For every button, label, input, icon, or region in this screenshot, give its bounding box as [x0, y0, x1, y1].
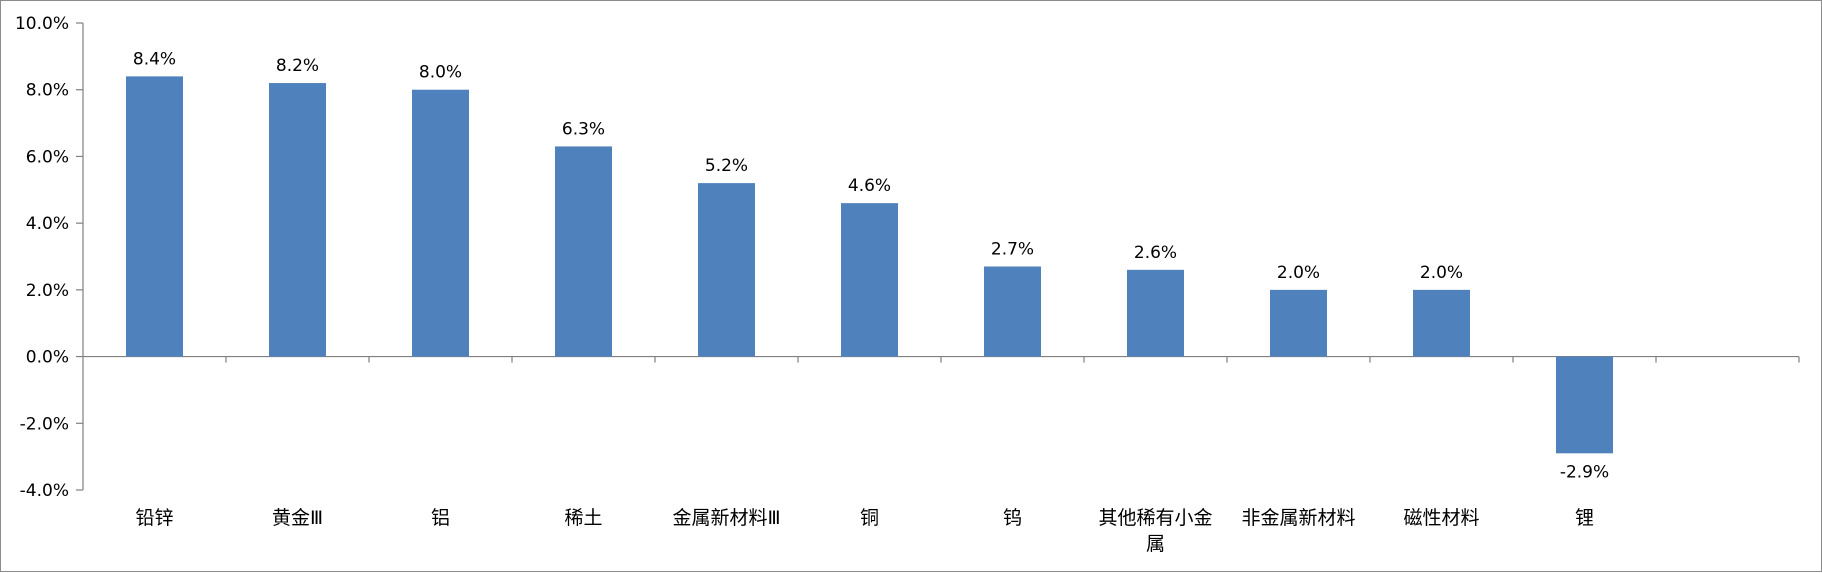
x-category-label-line: 钨: [1003, 507, 1022, 529]
x-category-label: 金属新材料Ⅲ: [672, 507, 780, 529]
data-label: 2.0%: [1420, 263, 1463, 283]
y-tick-label: 6.0%: [26, 147, 69, 167]
bar: [698, 183, 755, 357]
x-category-label-line: 铜: [860, 507, 879, 529]
bar: [555, 146, 612, 357]
labels-group: 8.4% 铅锌 8.2% 黄金Ⅲ 8.0% 铝 6.3% 稀土 5.2% 金属新材料Ⅲ 4.6% 铜 2…: [133, 49, 1609, 555]
y-tick-label: -2.0%: [20, 414, 69, 434]
x-category-label: 其他稀有小金属: [1098, 507, 1212, 555]
bars-group: [126, 76, 1613, 454]
data-label: 2.6%: [1134, 243, 1177, 263]
x-category-label-line: 非金属新材料: [1241, 507, 1355, 529]
x-category-label-line: 金属新材料Ⅲ: [672, 507, 780, 529]
bar: [1270, 289, 1327, 357]
x-category-label: 铅锌: [135, 507, 173, 529]
x-category-label-line: 铅锌: [135, 507, 173, 529]
bar: [984, 266, 1041, 357]
axes-group: 10.0% 8.0% 6.0% 4.0% 2.0% 0.0% -2.0% -4.0%: [15, 14, 1800, 501]
x-category-label-line: 稀土: [564, 507, 602, 529]
x-category-label: 稀土: [564, 507, 602, 529]
data-label: 8.4%: [133, 49, 176, 69]
data-label: 6.3%: [562, 119, 605, 139]
data-label: 5.2%: [705, 156, 748, 176]
x-category-label: 磁性材料: [1403, 507, 1479, 529]
data-label: 2.7%: [991, 240, 1034, 260]
bar: [269, 83, 326, 357]
bar: [841, 203, 898, 357]
data-label: -2.9%: [1560, 462, 1609, 482]
x-category-label: 锂: [1575, 507, 1594, 529]
y-tick-label: 10.0%: [15, 14, 69, 34]
x-category-label: 铝: [431, 507, 450, 529]
y-tick-label: 4.0%: [26, 214, 69, 234]
x-category-label-line: 黄金Ⅲ: [272, 507, 323, 529]
bar: [412, 89, 469, 357]
x-category-label-line: 锂: [1575, 507, 1594, 529]
data-label: 8.0%: [419, 63, 462, 83]
data-label: 4.6%: [848, 176, 891, 196]
y-tick-label: 2.0%: [26, 281, 69, 301]
bar: [126, 76, 183, 357]
x-category-label: 黄金Ⅲ: [272, 507, 323, 529]
data-label: 8.2%: [276, 56, 319, 76]
data-label: 2.0%: [1277, 263, 1320, 283]
y-tick-label: 8.0%: [26, 81, 69, 101]
x-category-label: 非金属新材料: [1241, 507, 1355, 529]
x-category-label: 钨: [1003, 507, 1022, 529]
x-category-label-line: 属: [1146, 533, 1165, 555]
y-tick-label: 0.0%: [26, 348, 69, 368]
y-tick-label: -4.0%: [20, 481, 69, 501]
x-category-label-line: 磁性材料: [1403, 507, 1479, 529]
x-category-label-line: 其他稀有小金: [1098, 507, 1212, 529]
bar: [1127, 269, 1184, 357]
bar: [1556, 356, 1613, 454]
x-category-label-line: 铝: [431, 507, 450, 529]
bar: [1413, 289, 1470, 357]
x-category-label: 铜: [860, 507, 879, 529]
